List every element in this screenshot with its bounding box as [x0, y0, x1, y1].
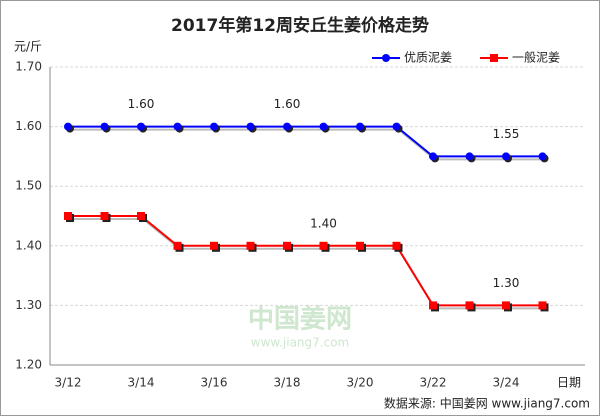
point — [137, 212, 145, 220]
point — [502, 152, 510, 161]
point — [173, 122, 182, 131]
point — [465, 152, 474, 161]
point — [502, 301, 510, 310]
x-axis-label: 日期 — [557, 376, 581, 390]
point — [392, 241, 401, 250]
data-label: 1.60 — [128, 97, 155, 111]
y-tick-label: 1.20 — [15, 358, 42, 372]
point — [210, 122, 218, 131]
point — [64, 122, 72, 131]
point — [173, 241, 182, 250]
point — [429, 301, 437, 310]
x-tick-label: 3/14 — [128, 376, 155, 390]
data-label: 1.55 — [493, 127, 520, 141]
data-label: 1.60 — [274, 97, 301, 111]
y-tick-label: 1.30 — [15, 298, 42, 312]
x-tick-label: 3/18 — [274, 376, 301, 390]
point — [246, 122, 255, 131]
point — [283, 122, 291, 131]
point — [538, 301, 547, 310]
x-tick-label: 3/24 — [493, 376, 520, 390]
point — [319, 122, 328, 131]
point — [465, 301, 474, 310]
point — [100, 122, 109, 131]
y-tick-label: 1.60 — [15, 119, 42, 133]
y-tick-label: 1.40 — [15, 238, 42, 252]
watermark: 中国姜网 — [248, 304, 352, 335]
series-line — [68, 125, 543, 158]
watermark-url: www.jiang7.com — [251, 336, 349, 350]
point — [356, 241, 364, 250]
data-label: 1.40 — [310, 216, 337, 230]
legend-label: 优质泥姜 — [404, 51, 452, 65]
y-axis-label: 元/斤 — [14, 40, 42, 54]
chart-title: 2017年第12周安丘生姜价格走势 — [171, 15, 429, 36]
x-tick-label: 3/22 — [420, 376, 447, 390]
point — [100, 212, 109, 220]
y-tick-label: 1.50 — [15, 179, 42, 193]
data-label: 1.30 — [493, 276, 520, 290]
source: 数据来源: 中国姜网 www.jiang7.com — [384, 396, 590, 411]
point — [137, 122, 145, 131]
y-tick-label: 1.70 — [15, 60, 42, 74]
point — [319, 241, 328, 250]
point — [210, 241, 218, 250]
point — [356, 122, 364, 131]
x-tick-label: 3/16 — [201, 376, 228, 390]
point — [283, 241, 291, 250]
legend-label: 一般泥姜 — [512, 50, 560, 65]
x-tick-label: 3/20 — [347, 376, 374, 390]
point — [429, 152, 437, 161]
legend-marker — [490, 54, 498, 62]
line-shadow — [70, 128, 545, 161]
x-tick-label: 3/12 — [55, 376, 82, 390]
point — [64, 212, 72, 220]
point — [246, 241, 255, 250]
series-line — [68, 215, 543, 307]
point — [538, 152, 547, 161]
legend-marker — [382, 54, 390, 62]
point — [392, 122, 401, 131]
line-shadow — [70, 218, 545, 310]
